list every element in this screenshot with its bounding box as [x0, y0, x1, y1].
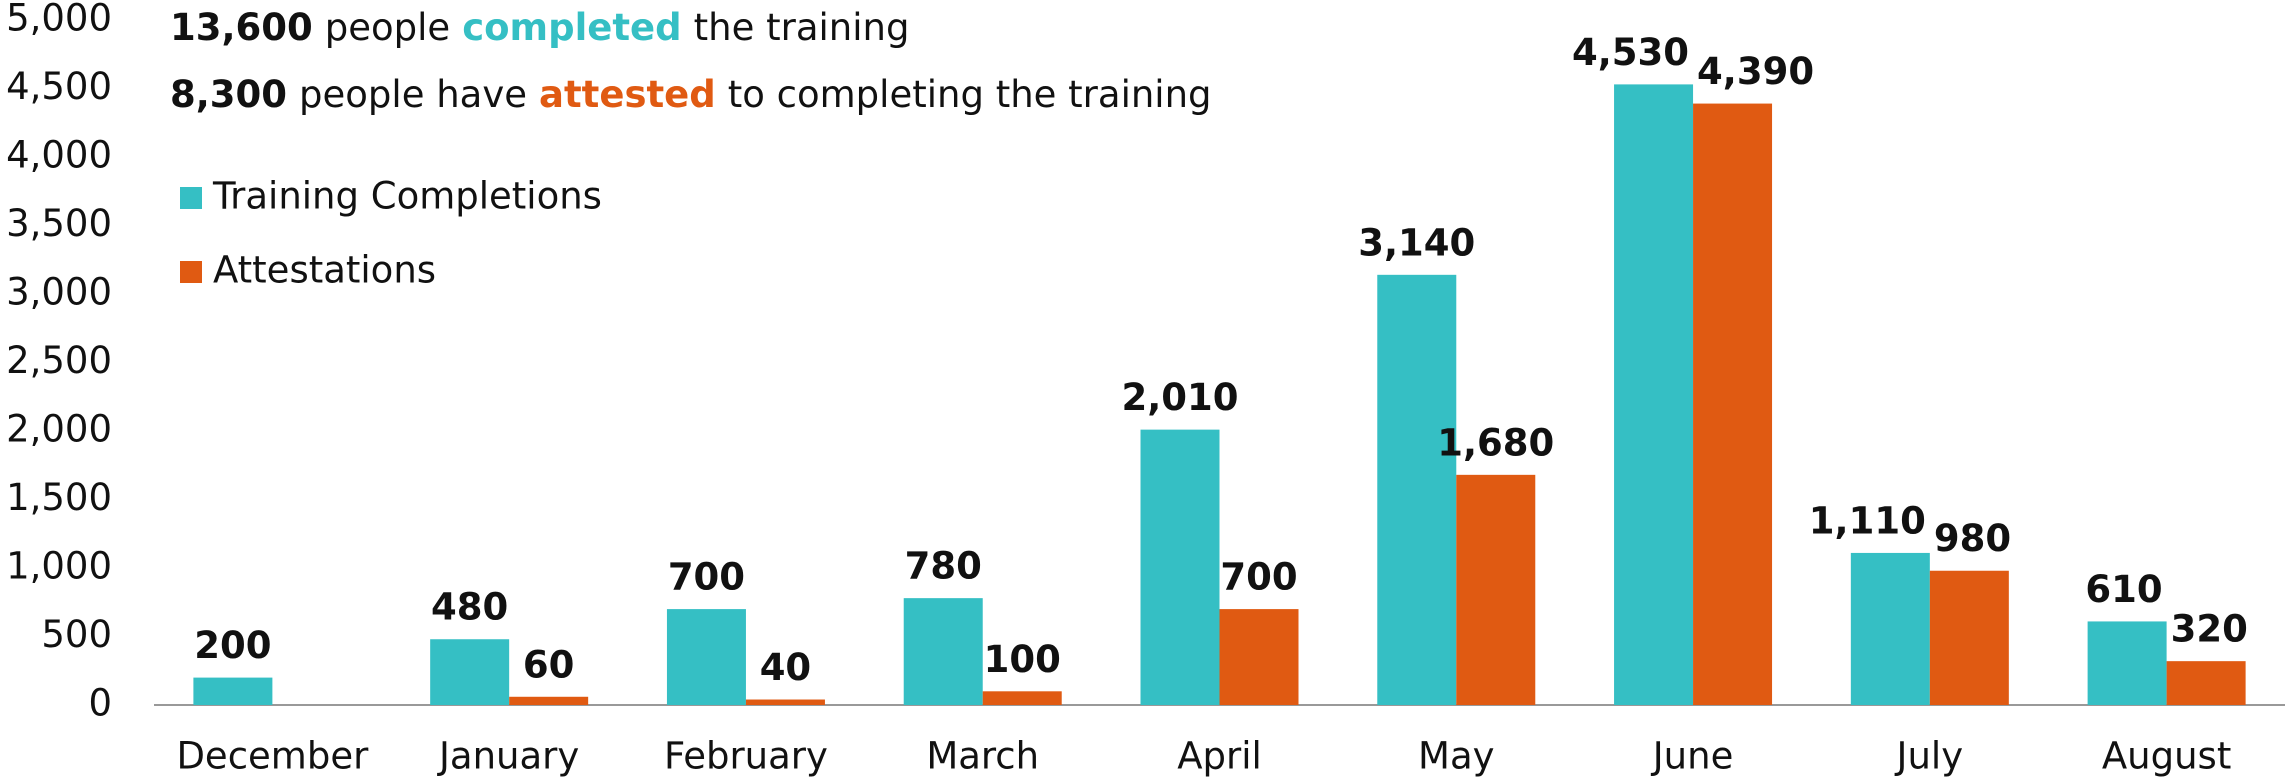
value-label: 60	[523, 643, 575, 686]
y-tick-label: 500	[41, 613, 112, 656]
bar	[2166, 661, 2246, 705]
annotation-highlight: attested	[539, 73, 716, 116]
value-label: 2,010	[1121, 376, 1238, 419]
x-tick-label: January	[437, 735, 579, 778]
legend-swatch	[180, 261, 202, 283]
y-tick-label: 0	[88, 682, 112, 725]
bar	[430, 639, 510, 705]
value-label: 200	[194, 624, 271, 667]
bar	[745, 699, 825, 705]
value-label: 980	[1934, 517, 2011, 560]
value-label: 3,140	[1358, 221, 1475, 264]
legend-label: Training Completions	[212, 175, 602, 218]
annotation-highlight: completed	[462, 6, 681, 49]
bar	[193, 677, 273, 705]
x-tick-label: December	[176, 735, 369, 778]
bar	[666, 609, 746, 705]
bar	[509, 696, 589, 705]
annotation-number: 13,600	[170, 6, 313, 49]
value-label: 320	[2171, 608, 2248, 651]
annotation-text: people have	[299, 73, 527, 116]
x-tick-label: August	[2102, 735, 2231, 778]
value-label: 480	[431, 586, 508, 629]
y-tick-label: 5,000	[6, 0, 112, 40]
bar	[1929, 570, 2009, 705]
x-tick-label: June	[1651, 735, 1734, 778]
bar	[1140, 429, 1220, 705]
y-tick-label: 2,000	[6, 408, 112, 451]
x-tick-label: July	[1895, 735, 1964, 778]
annotation: 8,300 people have attested to completing th…	[170, 73, 1212, 116]
bar	[1850, 552, 1930, 705]
x-tick-label: February	[664, 735, 828, 778]
annotation-text: to completing the training	[728, 73, 1212, 116]
value-label: 1,680	[1437, 421, 1554, 464]
bar	[2087, 621, 2167, 705]
value-label: 1,110	[1809, 499, 1926, 542]
bar	[982, 691, 1062, 705]
y-tick-label: 3,000	[6, 271, 112, 314]
annotation-text: the training	[694, 6, 910, 49]
value-label: 4,390	[1697, 50, 1814, 93]
legend-label: Attestations	[213, 249, 436, 292]
value-label: 610	[2085, 568, 2162, 611]
bar	[1614, 84, 1694, 705]
x-tick-label: March	[926, 735, 1039, 778]
y-tick-label: 2,500	[6, 339, 112, 382]
value-label: 100	[984, 638, 1061, 681]
bar	[1693, 103, 1773, 705]
y-tick-label: 1,500	[6, 476, 112, 519]
bar	[1219, 609, 1299, 705]
annotation-text: people	[325, 6, 450, 49]
legend-swatch	[180, 187, 202, 209]
y-tick-label: 3,500	[6, 202, 112, 245]
x-tick-label: April	[1177, 735, 1262, 778]
bar	[903, 598, 983, 705]
x-tick-label: May	[1418, 735, 1495, 778]
value-label: 4,530	[1572, 31, 1689, 74]
annotation-number: 8,300	[170, 73, 287, 116]
y-tick-label: 4,000	[6, 134, 112, 177]
y-tick-label: 4,500	[6, 65, 112, 108]
y-tick-label: 1,000	[6, 545, 112, 588]
bar	[1456, 474, 1536, 705]
value-label: 40	[760, 646, 812, 689]
value-label: 700	[1220, 556, 1297, 599]
bar	[1377, 274, 1457, 705]
value-label: 780	[905, 545, 982, 588]
annotation: 13,600 people completed the training	[170, 6, 909, 49]
value-label: 700	[668, 556, 745, 599]
